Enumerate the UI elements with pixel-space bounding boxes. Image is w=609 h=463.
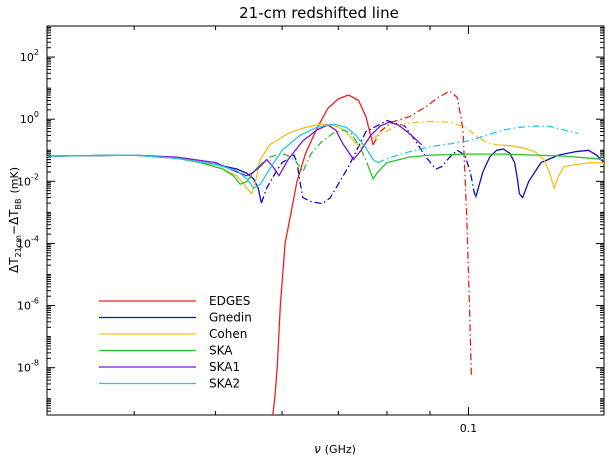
series-line-gnedin: [260, 119, 477, 205]
y-tick-label: 102: [20, 48, 39, 64]
series-line-ska2: [377, 125, 579, 164]
series-ska2: [47, 123, 579, 189]
series-line-ska: [367, 153, 604, 180]
legend-label-ska2: SKA2: [209, 377, 240, 391]
series-line-gnedin: [47, 154, 263, 204]
chart-title: 21-cm redshifted line: [239, 4, 399, 22]
y-tick-label: 10-4: [17, 234, 39, 250]
y-tick-label: 10-6: [17, 297, 39, 313]
legend-label-cohen: Cohen: [209, 327, 247, 341]
series-ska1: [47, 121, 423, 177]
x-axis-label: ν (GHz): [314, 442, 356, 456]
series-cohen: [47, 120, 604, 195]
y-tick-label: 10-8: [17, 359, 39, 375]
series-ska: [47, 129, 604, 185]
y-tick-label: 10-2: [17, 172, 39, 188]
series-line-ska: [47, 154, 259, 185]
plot-frame: [46, 25, 605, 416]
series-edges: [272, 90, 473, 415]
legend-label-ska1: SKA1: [209, 360, 240, 374]
series-line-ska2: [47, 123, 379, 189]
y-tick-label: 100: [20, 110, 39, 126]
y-tick-labels: 10-8 10-6 10-4 10-2 100 102: [17, 48, 39, 375]
series-line-edges: [272, 94, 374, 415]
series-line-ska: [257, 129, 369, 173]
legend: EDGES Gnedin Cohen SKA SKA1 SKA2: [99, 294, 252, 391]
x-tick-label: 0.1: [460, 422, 478, 435]
plot-area: [46, 25, 605, 416]
axis-ticks: [47, 25, 604, 416]
x-axis-symbol: ν: [314, 442, 321, 456]
x-tick-labels: 0.1: [460, 422, 478, 435]
legend-label-ska: SKA: [209, 344, 233, 358]
y-axis-sub2: BB: [14, 199, 23, 210]
series-layer: [47, 90, 604, 415]
series-line-ska1: [47, 121, 423, 177]
series-gnedin: [47, 119, 604, 205]
y-axis-label: ΔT21cm−ΔTBB (mK): [7, 167, 23, 273]
legend-label-gnedin: Gnedin: [209, 311, 252, 325]
y-axis-unit: (mK): [8, 167, 21, 194]
y-axis-mid: −ΔT: [7, 209, 21, 235]
series-line-cohen: [496, 144, 604, 189]
x-axis-unit: (GHz): [325, 443, 356, 456]
y-axis-prefix: ΔT: [7, 257, 21, 273]
series-line-cohen: [360, 120, 497, 149]
series-line-gnedin: [475, 148, 604, 199]
series-line-edges: [372, 90, 473, 378]
y-axis-sub1: 21cm: [14, 235, 23, 258]
legend-label-edges: EDGES: [209, 294, 250, 308]
